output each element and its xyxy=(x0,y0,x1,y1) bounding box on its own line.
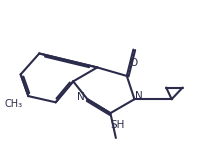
Text: N: N xyxy=(135,91,142,101)
Text: CH₃: CH₃ xyxy=(4,99,22,109)
Text: SH: SH xyxy=(111,120,125,130)
Text: O: O xyxy=(129,58,137,68)
Text: N: N xyxy=(77,92,84,102)
